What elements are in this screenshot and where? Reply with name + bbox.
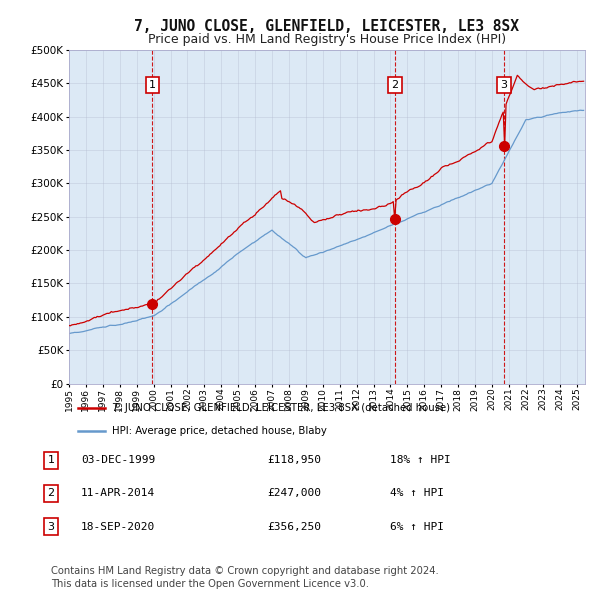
Text: 4% ↑ HPI: 4% ↑ HPI bbox=[390, 489, 444, 499]
Text: 7, JUNO CLOSE, GLENFIELD, LEICESTER, LE3 8SX: 7, JUNO CLOSE, GLENFIELD, LEICESTER, LE3… bbox=[134, 19, 520, 34]
Text: 18-SEP-2020: 18-SEP-2020 bbox=[81, 522, 155, 532]
Text: £118,950: £118,950 bbox=[267, 455, 321, 466]
Text: 2: 2 bbox=[391, 80, 398, 90]
Text: 3: 3 bbox=[500, 80, 508, 90]
Text: 11-APR-2014: 11-APR-2014 bbox=[81, 489, 155, 499]
Text: Price paid vs. HM Land Registry's House Price Index (HPI): Price paid vs. HM Land Registry's House … bbox=[148, 33, 506, 46]
Text: 3: 3 bbox=[47, 522, 55, 532]
Text: 1: 1 bbox=[47, 455, 55, 466]
Text: 18% ↑ HPI: 18% ↑ HPI bbox=[390, 455, 451, 466]
Text: Contains HM Land Registry data © Crown copyright and database right 2024.: Contains HM Land Registry data © Crown c… bbox=[51, 566, 439, 576]
Text: 03-DEC-1999: 03-DEC-1999 bbox=[81, 455, 155, 466]
Text: £356,250: £356,250 bbox=[267, 522, 321, 532]
Text: 6% ↑ HPI: 6% ↑ HPI bbox=[390, 522, 444, 532]
Text: £247,000: £247,000 bbox=[267, 489, 321, 499]
Text: 7, JUNO CLOSE, GLENFIELD, LEICESTER, LE3 8SX (detached house): 7, JUNO CLOSE, GLENFIELD, LEICESTER, LE3… bbox=[112, 404, 451, 414]
Text: 1: 1 bbox=[149, 80, 156, 90]
Text: This data is licensed under the Open Government Licence v3.0.: This data is licensed under the Open Gov… bbox=[51, 579, 369, 589]
Text: HPI: Average price, detached house, Blaby: HPI: Average price, detached house, Blab… bbox=[112, 427, 327, 437]
Text: 2: 2 bbox=[47, 489, 55, 499]
